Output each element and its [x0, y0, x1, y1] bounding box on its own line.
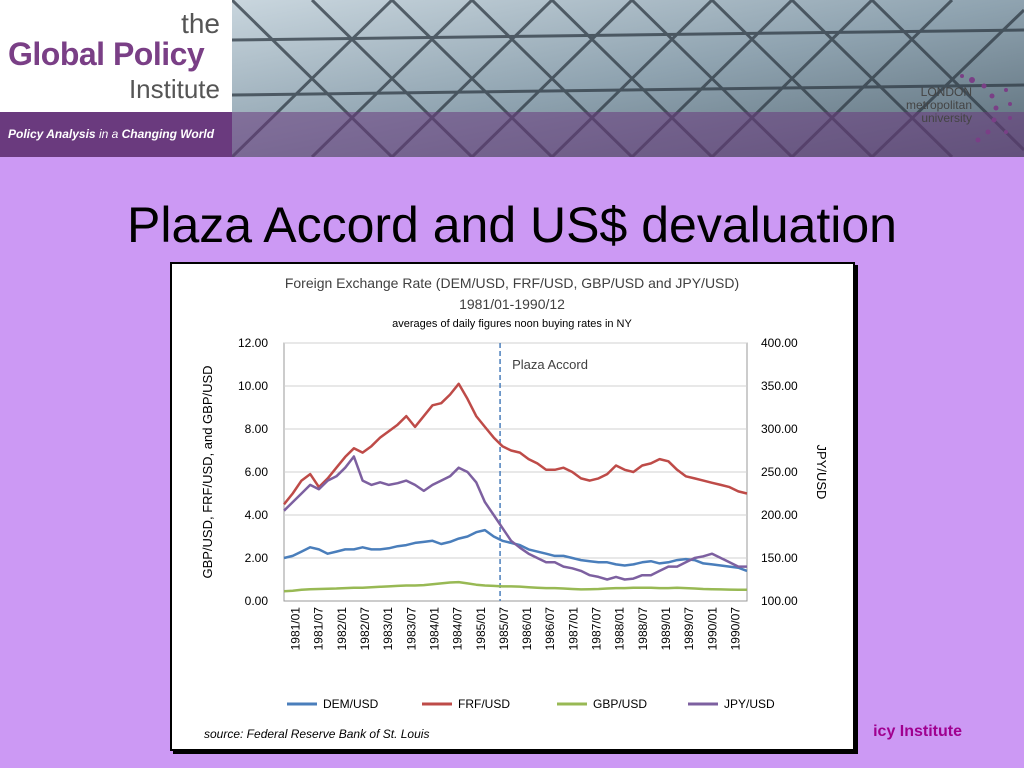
exchange-rate-chart: Foreign Exchange Rate (DEM/USD, FRF/USD,…	[200, 275, 829, 741]
y-tick-label-right: 100.00	[761, 594, 798, 608]
x-tick-label: 1988/07	[636, 607, 650, 651]
legend-label: FRF/USD	[458, 697, 510, 711]
y-tick-label-left: 4.00	[245, 508, 269, 522]
series-line-dem-usd	[283, 528, 748, 573]
chart-source: source: Federal Reserve Bank of St. Loui…	[204, 727, 429, 741]
building-photo	[232, 0, 1024, 157]
chart-container: Foreign Exchange Rate (DEM/USD, FRF/USD,…	[170, 262, 855, 751]
x-tick-label: 1990/07	[728, 607, 742, 651]
y-tick-label-right: 150.00	[761, 551, 798, 565]
y-tick-label-right: 300.00	[761, 422, 798, 436]
x-tick-label: 1990/01	[705, 607, 719, 651]
chart-subtitle-2: averages of daily figures noon buying ra…	[392, 318, 632, 330]
footer-text: icy Institute	[873, 723, 962, 740]
logo-institute: Institute	[128, 74, 220, 104]
logo: the Global Policy Institute	[0, 0, 232, 112]
university-line-3: university	[921, 111, 972, 125]
university-logo-icon	[960, 74, 1012, 143]
legend-label: DEM/USD	[323, 697, 379, 711]
y-tick-label-left: 0.00	[245, 594, 269, 608]
tagline: Policy Analysis in a Changing World	[8, 127, 214, 141]
y-tick-label-left: 6.00	[245, 465, 269, 479]
x-tick-label: 1985/01	[474, 607, 488, 651]
x-tick-label: 1989/07	[682, 607, 696, 651]
plaza-accord-label: Plaza Accord	[512, 357, 588, 372]
x-tick-label: 1981/07	[312, 607, 326, 651]
x-tick-label: 1989/01	[659, 607, 673, 651]
x-tick-label: 1987/07	[590, 607, 604, 651]
chart-subtitle: 1981/01-1990/12	[459, 296, 565, 312]
header-banner: the Global Policy Institute Policy Analy…	[0, 0, 1024, 157]
x-tick-label: 1982/07	[358, 607, 372, 651]
university-name: LONDON metropolitan university	[882, 86, 972, 125]
x-tick-label: 1988/01	[613, 607, 627, 651]
y-tick-label-left: 12.00	[238, 336, 268, 350]
logo-the: the	[181, 8, 220, 39]
x-tick-label: 1984/01	[427, 607, 441, 651]
y-tick-label-left: 2.00	[245, 551, 269, 565]
legend-label: GBP/USD	[593, 697, 647, 711]
y-tick-label-right: 250.00	[761, 465, 798, 479]
y-tick-label-right: 200.00	[761, 508, 798, 522]
y-axis-label-left: GBP/USD, FRF/USD, and GBP/USD	[200, 365, 215, 578]
slide-title: Plaza Accord and US$ devaluation	[127, 197, 897, 253]
y-tick-label-right: 400.00	[761, 336, 798, 350]
series-line-jpy-usd	[283, 455, 747, 581]
x-tick-label: 1985/07	[497, 607, 511, 651]
tagline-bar: Policy Analysis in a Changing World	[0, 112, 232, 157]
y-axis-label-right: JPY/USD	[814, 445, 829, 500]
x-tick-label: 1987/01	[566, 607, 580, 651]
y-tick-label-right: 350.00	[761, 379, 798, 393]
tagline-part-1: Policy Analysis	[8, 127, 96, 141]
y-tick-label-left: 8.00	[245, 422, 269, 436]
y-tick-label-left: 10.00	[238, 379, 268, 393]
x-tick-label: 1986/01	[520, 607, 534, 651]
series-line-gbp-usd	[283, 580, 747, 593]
x-tick-label: 1982/01	[335, 607, 349, 651]
x-tick-label: 1983/01	[381, 607, 395, 651]
x-tick-label: 1986/07	[543, 607, 557, 651]
x-tick-label: 1984/07	[451, 607, 465, 651]
series-line-frf-usd	[283, 382, 748, 506]
tagline-part-3: Changing World	[121, 127, 215, 141]
legend-label: JPY/USD	[724, 697, 775, 711]
x-tick-label: 1981/01	[289, 607, 303, 651]
chart-title: Foreign Exchange Rate (DEM/USD, FRF/USD,…	[285, 275, 739, 291]
university-line-2: metropolitan	[905, 98, 972, 112]
logo-global-policy: Global Policy	[8, 36, 205, 72]
x-tick-label: 1983/07	[404, 607, 418, 651]
tagline-part-2: in a	[95, 127, 122, 141]
university-line-1: LONDON	[920, 85, 972, 99]
